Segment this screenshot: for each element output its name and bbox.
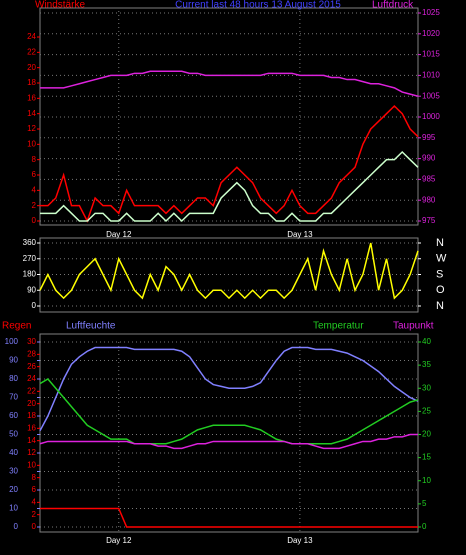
axis-title: Windstärke [35,0,85,11]
tick-label: 90 [27,285,36,294]
tick-label: 1025 [422,8,440,17]
tick-label: 8 [32,473,37,482]
tick-label: 6 [32,170,37,179]
tick-label: 16 [27,423,36,432]
x-tick-label: Day 12 [106,230,132,239]
tick-label: 50 [9,430,18,439]
series-line [39,378,419,445]
tick-label: 10 [422,476,431,485]
tick-label: 22 [27,47,36,56]
tick-label: 1000 [422,112,440,121]
tick-label: O [436,284,445,296]
tick-label: 24 [27,374,36,383]
tick-label: 975 [422,216,436,225]
tick-label: 20 [9,485,18,494]
tick-label: 15 [422,453,431,462]
axis-title: Luftdruck [372,0,414,11]
x-tick-label: Day 13 [287,536,313,545]
tick-label: W [436,253,447,265]
tick-label: 980 [422,195,436,204]
x-tick-label: Day 12 [106,536,132,545]
series-line [39,242,419,300]
tick-label: 990 [422,154,436,163]
tick-label: 0 [32,301,37,310]
tick-label: S [436,268,443,280]
tick-label: 1020 [422,29,440,38]
tick-label: 10 [27,139,36,148]
tick-label: 2 [32,510,37,519]
tick-label: 22 [27,386,36,395]
tick-label: 0 [32,216,37,225]
tick-label: 0 [32,522,37,531]
tick-label: 60 [9,411,18,420]
axis-title: Temperatur [313,321,364,332]
tick-label: 985 [422,175,436,184]
tick-label: 0 [422,522,427,531]
tick-label: 80 [9,374,18,383]
tick-label: 24 [27,32,36,41]
tick-label: 26 [27,362,36,371]
tick-label: 20 [27,63,36,72]
tick-label: 6 [32,485,37,494]
series-line [40,150,419,223]
chart-title: Current last 48 hours 13 August 2015 [175,0,341,11]
tick-label: 10 [9,504,18,513]
tick-label: 12 [27,124,36,133]
tick-label: 16 [27,93,36,102]
tick-label: 90 [9,356,18,365]
tick-label: 2 [32,201,37,210]
tick-label: 12 [27,448,36,457]
tick-label: 995 [422,133,436,142]
series-line [39,346,419,432]
axis-title: Luftfeuchte [66,321,116,332]
tick-label: 1015 [422,50,440,59]
tick-label: 70 [9,393,18,402]
tick-label: 100 [5,337,19,346]
tick-label: 18 [27,78,36,87]
tick-label: 30 [9,467,18,476]
axis-title: Taupunkt [393,321,434,332]
tick-label: 5 [422,499,427,508]
tick-label: 14 [27,436,36,445]
tick-label: 20 [422,430,431,439]
tick-label: 30 [27,337,36,346]
tick-label: 4 [32,497,37,506]
tick-label: 4 [32,185,37,194]
axis-title: Regen [2,321,31,332]
tick-label: 20 [27,399,36,408]
tick-label: 28 [27,349,36,358]
tick-label: 8 [32,155,37,164]
tick-label: 0 [14,522,19,531]
tick-label: 270 [23,254,37,263]
tick-label: 360 [23,238,37,247]
tick-label: 18 [27,411,36,420]
tick-label: 30 [422,383,431,392]
tick-label: 25 [422,406,431,415]
tick-label: N [436,237,444,249]
tick-label: 40 [9,448,18,457]
series-line [40,104,419,223]
tick-label: 35 [422,360,431,369]
series-line [40,507,418,528]
tick-label: 1005 [422,91,440,100]
tick-label: 10 [27,460,36,469]
x-tick-label: Day 13 [287,230,313,239]
tick-label: N [436,300,444,312]
tick-label: 180 [23,270,37,279]
tick-label: 14 [27,109,36,118]
tick-label: 40 [422,337,431,346]
series-line [39,433,418,450]
series-line [40,70,419,97]
tick-label: 1010 [422,71,440,80]
panel-frame [39,333,419,533]
